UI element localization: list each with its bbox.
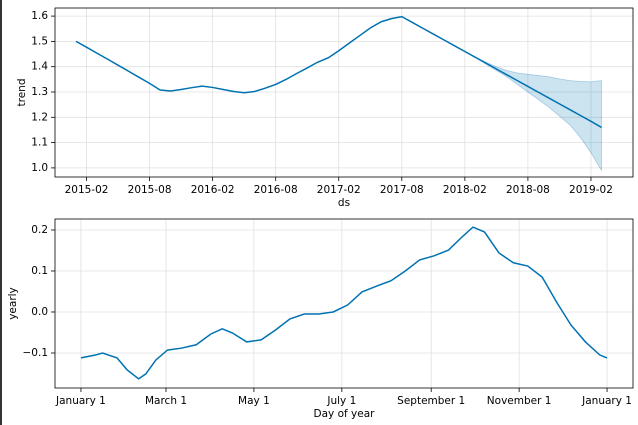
y-axis-label: trend xyxy=(16,79,28,107)
y-tick-label: 1.2 xyxy=(31,111,48,123)
x-tick-label: May 1 xyxy=(238,395,270,407)
x-tick-label: 2017-02 xyxy=(317,184,361,196)
line xyxy=(80,226,608,380)
y-tick-label: 0.2 xyxy=(31,224,48,236)
y-tick-label: 0.1 xyxy=(31,265,48,277)
x-tick-label: 2015-08 xyxy=(128,184,172,196)
window-edge xyxy=(0,0,2,425)
y-tick-label: 0.0 xyxy=(31,306,48,318)
y-tick-label: 1.1 xyxy=(31,137,48,149)
y-tick-label: 1.5 xyxy=(31,35,48,47)
x-tick-label: January 1 xyxy=(581,395,632,407)
x-tick-label: July 1 xyxy=(326,395,356,407)
x-tick-label: November 1 xyxy=(487,395,552,407)
y-tick-label: 1.6 xyxy=(31,10,48,22)
y-tick-label: 1.0 xyxy=(31,162,48,174)
x-tick-label: 2016-08 xyxy=(254,184,298,196)
x-tick-label: 2017-08 xyxy=(380,184,424,196)
y-tick-label: 1.3 xyxy=(31,86,48,98)
x-tick-label: 2018-08 xyxy=(506,184,550,196)
x-tick-label: 2019-02 xyxy=(569,184,613,196)
y-tick-label: 1.4 xyxy=(31,61,48,73)
x-tick-label: 2016-02 xyxy=(191,184,235,196)
x-axis-label: Day of year xyxy=(314,408,376,420)
axes-frame xyxy=(54,7,634,178)
x-tick-label: 2015-02 xyxy=(65,184,109,196)
x-tick-label: September 1 xyxy=(397,395,465,407)
axes-frame xyxy=(54,218,634,389)
x-tick-label: 2018-02 xyxy=(443,184,487,196)
x-tick-label: January 1 xyxy=(55,395,106,407)
y-axis-label: yearly xyxy=(7,287,19,320)
line xyxy=(75,15,602,129)
uncertainty-band xyxy=(475,56,602,172)
x-axis-label: ds xyxy=(338,197,350,209)
y-tick-label: −0.1 xyxy=(23,347,49,359)
x-tick-label: March 1 xyxy=(145,395,187,407)
